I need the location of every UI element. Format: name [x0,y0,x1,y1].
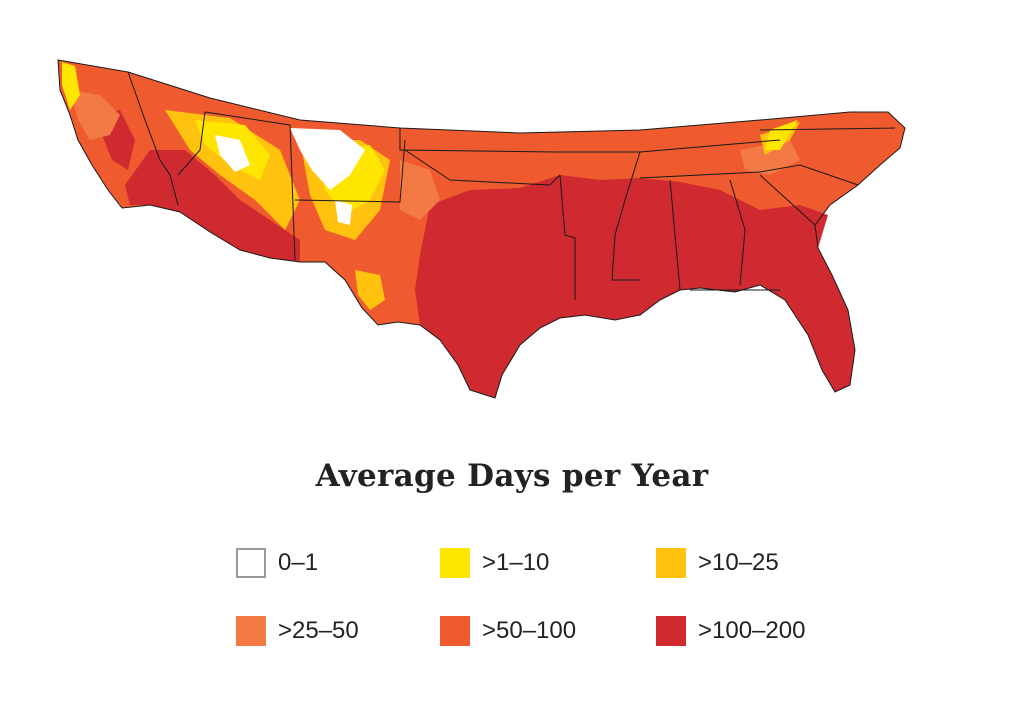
border-nv-ut [177,111,206,176]
map-class-0-1-az [215,135,250,172]
legend-title: Average Days per Year [315,458,709,494]
legend-swatch-50-100 [440,616,470,646]
legend-item-0-1: 0–1 [236,545,318,581]
legend-label-10-25: >10–25 [698,549,779,576]
border-tn-south [639,171,761,179]
map-class-0-1-co [290,128,365,190]
border-al-ga [729,179,746,286]
legend-swatch-10-25 [656,548,686,578]
map-regions [58,60,905,398]
map-class-25-50-plains [400,160,440,220]
border-va-nc [759,127,896,131]
map-outline [57,59,906,399]
border-az-nm [289,124,296,261]
border-la-ms [611,234,640,281]
border-ar-ms [614,151,641,236]
legend-item-50-100: >50–100 [440,613,576,649]
legend-label-100-200: >100–200 [698,617,806,644]
border-ok-tx [404,149,561,186]
legend-item-25-50: >25–50 [236,613,359,649]
legend-label-1-10: >1–10 [482,549,550,576]
border-ks-ok [399,128,556,153]
border-ar-la-tx [559,174,576,300]
legend-label-0-1: 0–1 [278,549,319,576]
map-class-25-50-apps [740,140,800,175]
heat-days-map [57,59,906,399]
legend-swatch-0-1 [236,548,266,578]
border-ms-al [669,179,681,291]
border-nm-tx [294,139,406,203]
map-class-1-10-sn [62,62,80,110]
map-class-0-1-nm [335,200,352,225]
legend-label-50-100: >50–100 [482,617,577,644]
map-class-10-25-tx [355,270,385,310]
legend-label-25-50: >25–50 [278,617,359,644]
border-tn-ky [639,139,781,153]
legend-item-10-25: >10–25 [656,545,779,581]
legend-item-1-10: >1–10 [440,545,549,581]
legend-swatch-100-200 [656,616,686,646]
map-class-1-10-apps [765,120,798,150]
map-class-100-200-east [415,175,855,398]
legend-item-100-200: >100–200 [656,613,805,649]
border-nc-sc [759,164,859,186]
border-ga-sc [759,174,816,226]
border-ut-az [204,111,291,126]
map-class-100-200-west [125,150,300,262]
legend-swatch-25-50 [236,616,266,646]
map-class-25-50-west [70,90,120,140]
border-ca-nv-az [127,71,179,206]
legend-swatch-1-10 [440,548,470,578]
state-borders [57,59,906,399]
map-class-10-25-west [165,110,300,230]
